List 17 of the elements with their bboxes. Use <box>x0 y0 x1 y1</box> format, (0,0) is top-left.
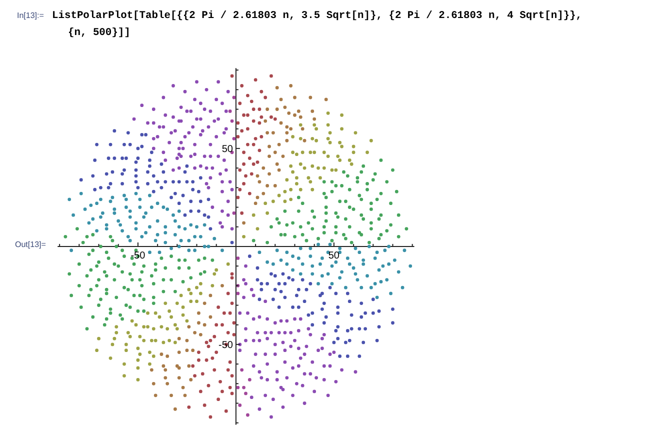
point <box>230 119 234 123</box>
point <box>248 378 252 382</box>
point <box>228 110 232 113</box>
text: ListPolarPlot[Table[{{2 Pi / 2.61803 n, 3.5 Sqrt[n]}, {2 Pi / 2.61803 n, 4 Sqrt[n]}}, {n, 500}]] <box>52 8 584 40</box>
point <box>246 413 250 417</box>
point <box>242 386 246 390</box>
point <box>238 404 242 407</box>
point <box>236 386 240 390</box>
text: Out[13]= <box>15 240 46 249</box>
point <box>232 136 236 140</box>
point <box>240 368 244 372</box>
point <box>236 292 240 296</box>
text: In[13]:= <box>17 11 44 20</box>
point <box>232 96 236 100</box>
point <box>232 211 236 215</box>
point <box>244 392 248 396</box>
point <box>236 256 240 260</box>
